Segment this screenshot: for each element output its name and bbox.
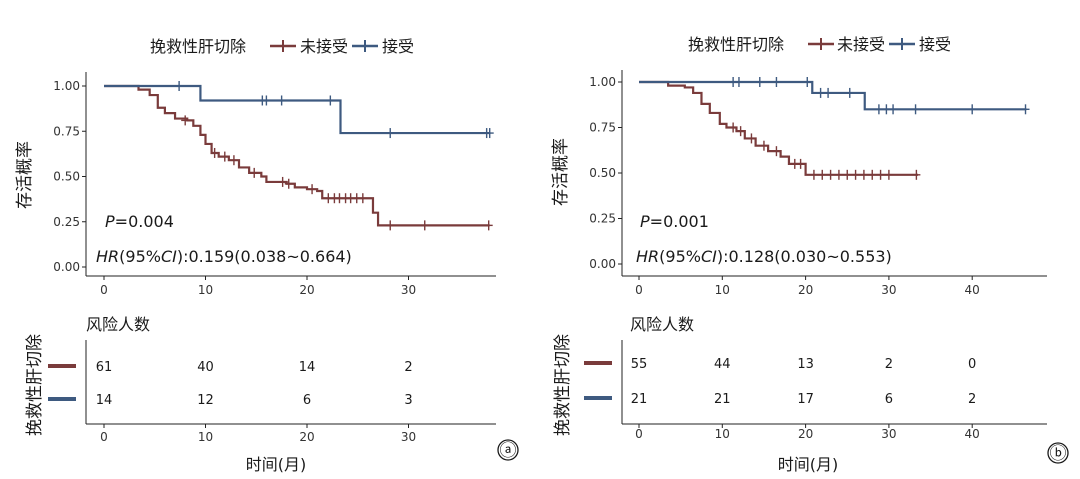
- panel-badge-a: [497, 439, 519, 461]
- risk-count: 61: [96, 360, 113, 375]
- y-tick-label: 0.00: [589, 257, 616, 271]
- risk-count: 21: [714, 392, 731, 407]
- risk-x-tick-label: 10: [198, 430, 213, 444]
- axes-a: 0.00 0.25 0.50 0.75 1.00 0 10 20 30: [53, 72, 496, 297]
- risk-count: 3: [404, 393, 412, 408]
- y-tick-label: 0.00: [53, 260, 80, 274]
- risk-count: 12: [197, 393, 214, 408]
- p-value-label: P=0.004: [105, 212, 174, 231]
- risk-body-a: 61 40 14 214 12 6 30 10 20 30: [48, 340, 496, 444]
- y-tick-label: 1.00: [53, 79, 80, 93]
- risk-x-tick-label: 40: [965, 427, 980, 441]
- x-tick-label: 10: [198, 283, 213, 297]
- risk-count: 6: [885, 392, 893, 407]
- hr-value: ):0.128(0.030~0.553): [717, 247, 892, 266]
- risk-count: 14: [96, 393, 113, 408]
- p-value-label: P=0.001: [640, 212, 709, 231]
- risk-count: 2: [885, 357, 893, 372]
- y-tick-label: 1.00: [589, 75, 616, 89]
- survival-curve-not-received: [639, 80, 919, 176]
- legend-label-not-received: 未接受: [837, 35, 885, 54]
- x-tick-label: 20: [299, 283, 314, 297]
- p-label: P: [105, 212, 115, 231]
- risk-table-b: 风险人数 挽救性肝切除 55 44 13 2 021 21 17 6 20 10 20 30 40 时间…: [553, 315, 1047, 474]
- panel-badge-b: [1047, 442, 1069, 464]
- risk-count: 21: [631, 392, 648, 407]
- legend-a: 挽救性肝切除 未接受 接受: [150, 37, 414, 56]
- risk-x-tick-label: 30: [881, 427, 896, 441]
- hazard-ratio-label: HR(95%CI):0.159(0.038~0.664): [96, 247, 352, 266]
- survival-curve-not-received: [104, 84, 490, 227]
- x-tick-label: 0: [100, 283, 108, 297]
- y-tick-label: 0.75: [589, 121, 616, 135]
- hr-prefix: HR: [96, 247, 119, 266]
- legend-label-not-received: 未接受: [300, 37, 348, 56]
- risk-group-label: 挽救性肝切除: [553, 334, 573, 436]
- risk-count: 40: [197, 360, 214, 375]
- risk-count: 6: [303, 393, 311, 408]
- risk-x-tick-label: 30: [401, 430, 416, 444]
- survival-curve-received: [104, 84, 490, 135]
- panel-a: 挽救性肝切除 未接受 接受 存活概率 0.000.250.500.751.000…: [15, 37, 519, 474]
- hazard-ratio-label: HR(95%CI):0.128(0.030~0.553): [636, 247, 892, 266]
- risk-count: 2: [968, 392, 976, 407]
- hr-prefix: HR: [636, 247, 659, 266]
- axes-b: 0.00 0.25 0.50 0.75 1.00 0 10 20 30 40: [589, 70, 1047, 297]
- y-tick-label: 0.25: [53, 215, 80, 229]
- risk-count: 13: [797, 357, 814, 372]
- risk-x-tick-label: 10: [715, 427, 730, 441]
- survival-curve-received: [639, 80, 1027, 111]
- panel-label: ⓑ: [1050, 444, 1067, 464]
- x-tick-label: 30: [401, 283, 416, 297]
- x-tick-label: 10: [715, 283, 730, 297]
- risk-table-a: 风险人数 挽救性肝切除 61 40 14 214 12 6 30 10 20 30 时间(月): [25, 315, 496, 474]
- panel-label: ⓐ: [500, 441, 517, 461]
- y-tick-label: 0.50: [589, 166, 616, 180]
- p-value: =0.004: [115, 212, 174, 231]
- hr-ci: CI: [161, 247, 177, 266]
- hr-value: ):0.159(0.038~0.664): [177, 247, 352, 266]
- x-tick-label: 40: [965, 283, 980, 297]
- risk-count: 14: [299, 360, 316, 375]
- y-axis-label: 存活概率: [15, 141, 35, 209]
- x-axis-label: 时间(月): [246, 455, 307, 474]
- risk-count: 17: [797, 392, 814, 407]
- risk-count: 0: [968, 357, 976, 372]
- risk-table-title: 风险人数: [86, 315, 150, 334]
- risk-count: 55: [631, 357, 648, 372]
- risk-x-tick-label: 20: [798, 427, 813, 441]
- curves-b: [639, 77, 1030, 180]
- risk-x-tick-label: 0: [100, 430, 108, 444]
- y-tick-label: 0.25: [589, 212, 616, 226]
- risk-count: 44: [714, 357, 731, 372]
- panel-b: 挽救性肝切除 未接受 接受 存活概率 0.000.250.500.751.000…: [551, 35, 1069, 474]
- legend-label-received: 接受: [919, 35, 951, 54]
- y-tick-label: 0.50: [53, 170, 80, 184]
- p-value: =0.001: [650, 212, 709, 231]
- x-tick-label: 30: [881, 283, 896, 297]
- legend-b: 挽救性肝切除 未接受 接受: [688, 35, 951, 54]
- curves-a: [104, 81, 494, 231]
- risk-x-tick-label: 20: [299, 430, 314, 444]
- legend-title: 挽救性肝切除: [150, 37, 246, 56]
- x-axis-label: 时间(月): [778, 455, 839, 474]
- risk-group-label: 挽救性肝切除: [25, 334, 45, 436]
- y-tick-label: 0.75: [53, 124, 80, 138]
- hr-mid: (95%: [659, 247, 701, 266]
- risk-count: 2: [404, 360, 412, 375]
- p-label: P: [640, 212, 650, 231]
- hr-ci: CI: [701, 247, 717, 266]
- risk-body-b: 55 44 13 2 021 21 17 6 20 10 20 30 40: [584, 340, 1047, 441]
- x-tick-label: 20: [798, 283, 813, 297]
- x-tick-label: 0: [635, 283, 643, 297]
- risk-table-title: 风险人数: [630, 315, 694, 334]
- hr-mid: (95%: [119, 247, 161, 266]
- y-axis-label: 存活概率: [551, 138, 571, 206]
- legend-label-received: 接受: [382, 37, 414, 56]
- legend-title: 挽救性肝切除: [688, 35, 784, 54]
- risk-x-tick-label: 0: [635, 427, 643, 441]
